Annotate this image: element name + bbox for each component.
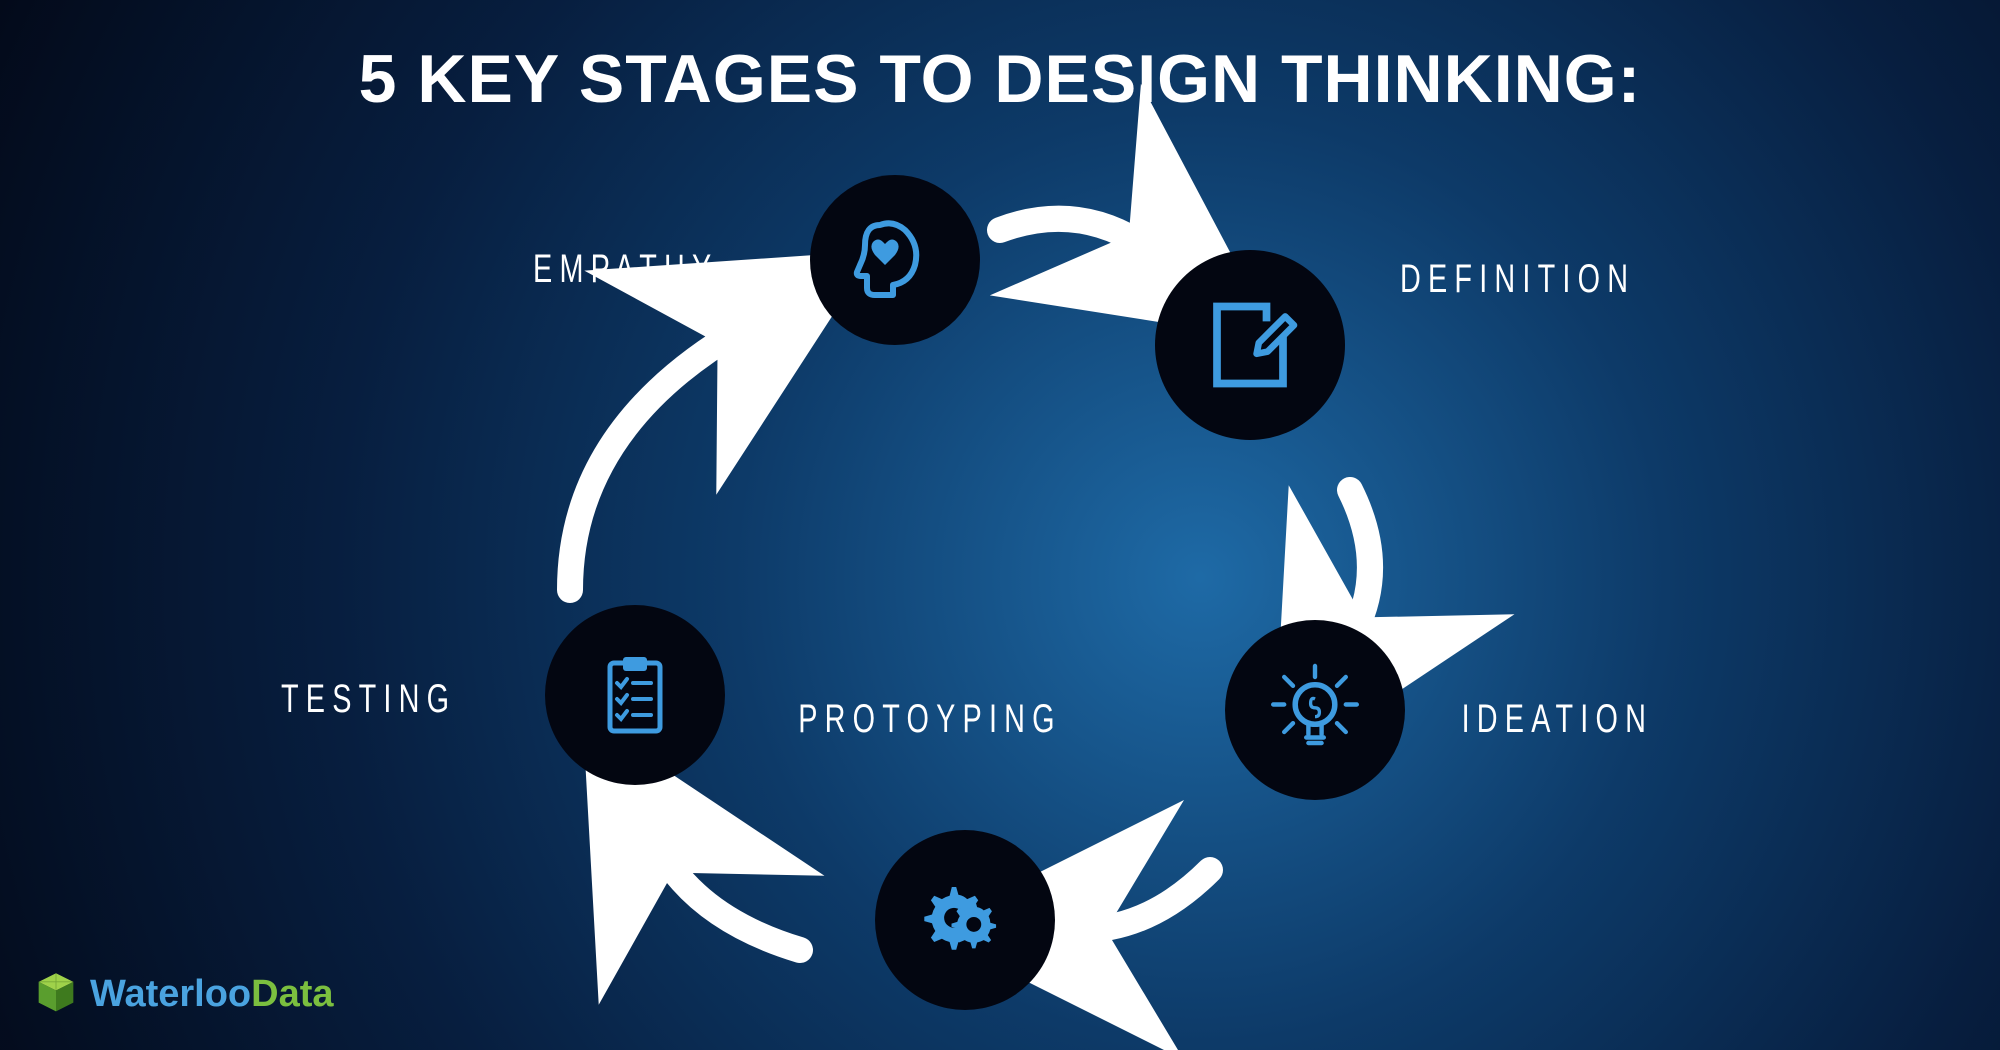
brand-logo: WaterlooData xyxy=(30,968,334,1020)
logo-text: WaterlooData xyxy=(90,973,334,1016)
clipboard-check-icon xyxy=(585,645,685,745)
gears-icon xyxy=(910,865,1020,975)
head-heart-icon xyxy=(845,210,945,310)
note-pencil-icon xyxy=(1195,290,1305,400)
node-ideation xyxy=(1225,620,1405,800)
logo-cube-icon xyxy=(30,968,82,1020)
label-prototyping: PROTOYPING xyxy=(743,697,1117,742)
node-definition xyxy=(1155,250,1345,440)
node-testing xyxy=(545,605,725,785)
node-empathy xyxy=(810,175,980,345)
lightbulb-icon xyxy=(1260,655,1370,765)
label-definition: DEFINITION xyxy=(1400,257,1760,302)
label-empathy: EMPATHY xyxy=(402,247,719,292)
label-ideation: IDEATION xyxy=(1462,697,1779,742)
label-testing: TESTING xyxy=(154,677,456,722)
node-prototyping xyxy=(875,830,1055,1010)
